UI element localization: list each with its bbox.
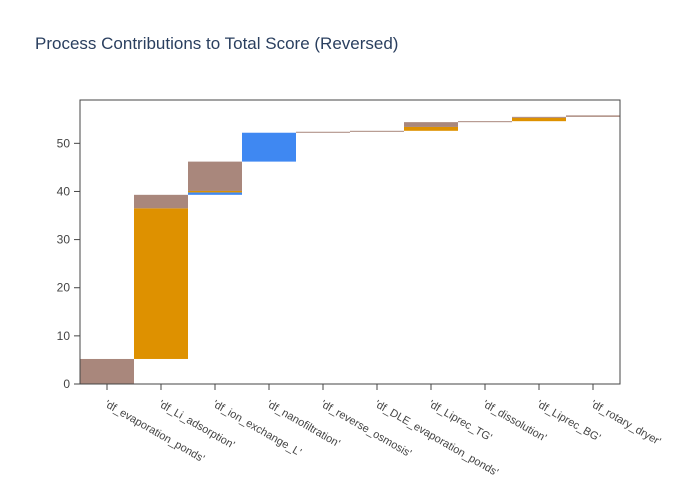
x-tick-label: 'df_evaporation_ponds' [103,398,207,465]
y-tick-label: 30 [57,233,71,247]
bar-segment [512,117,566,122]
y-tick-label: 0 [63,377,70,391]
x-tick-label: 'df_reverse_osmosis' [319,398,414,460]
y-axis: 0 10 20 30 40 50 [57,136,80,391]
bar-segment [188,161,242,191]
bar-segment [512,116,566,118]
bar-segment [134,194,188,209]
y-tick-label: 40 [57,184,71,198]
chart-title: Process Contributions to Total Score (Re… [35,34,399,53]
bar-segment [242,132,296,162]
bar-segment [188,190,242,193]
bar-segment [188,192,242,195]
bar-segment [566,115,620,117]
x-axis: 'df_evaporation_ponds''df_Li_adsorption'… [103,384,663,479]
bar-segment [404,126,458,131]
x-tick-label: 'df_rotary_dryer' [589,398,663,448]
y-tick-label: 20 [57,281,71,295]
y-tick-label: 10 [57,329,71,343]
y-tick-label: 50 [57,136,71,150]
bar-segment [404,122,458,127]
bar-segment [458,121,512,123]
plot-frame [79,99,621,385]
x-tick-label: 'df_ion_exchange_L' [211,398,304,459]
bar-segment [296,131,350,133]
bar-segment [350,130,404,132]
bar-segment [134,208,188,359]
bars-layer [80,115,620,384]
bar-segment [80,358,134,384]
